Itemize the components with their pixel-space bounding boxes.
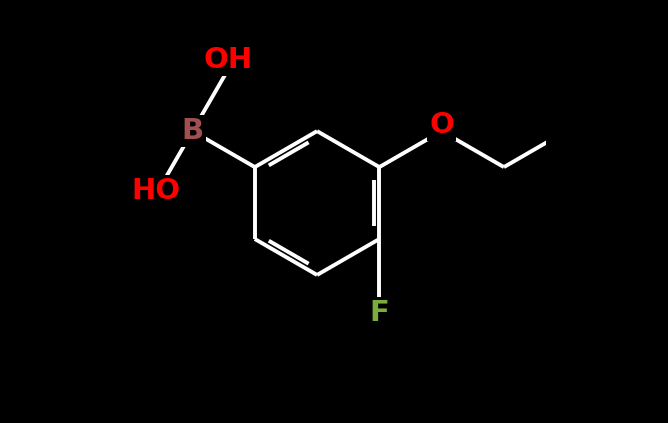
Text: O: O (430, 111, 454, 139)
Text: F: F (369, 299, 389, 327)
Text: HO: HO (132, 177, 180, 206)
Text: OH: OH (204, 46, 253, 74)
Text: B: B (182, 117, 204, 145)
